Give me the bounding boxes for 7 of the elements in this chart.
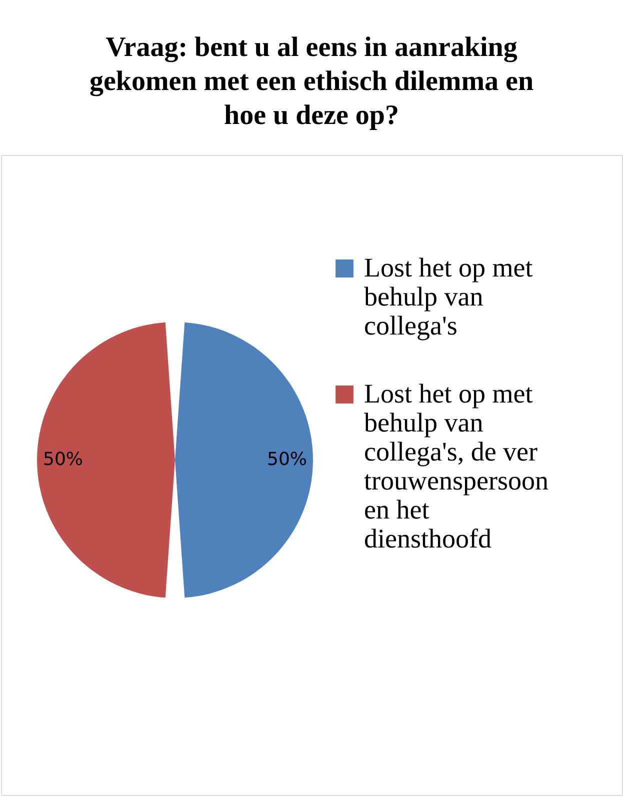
data-label: 50% xyxy=(42,449,84,470)
legend-label: Lost het op met behulp van collega's, de vertrouwenspersoon en het diensthoofd xyxy=(364,378,549,554)
legend-label: Lost het op met behulp van collega's xyxy=(364,252,534,340)
pie-slice xyxy=(37,322,175,598)
chart-title: Vraag: bent u al eens in aanraking gekomen met een ethisch dilemma en hoe u deze op? xyxy=(89,32,534,131)
pie-slice xyxy=(175,322,313,598)
data-label: 50% xyxy=(266,449,308,470)
